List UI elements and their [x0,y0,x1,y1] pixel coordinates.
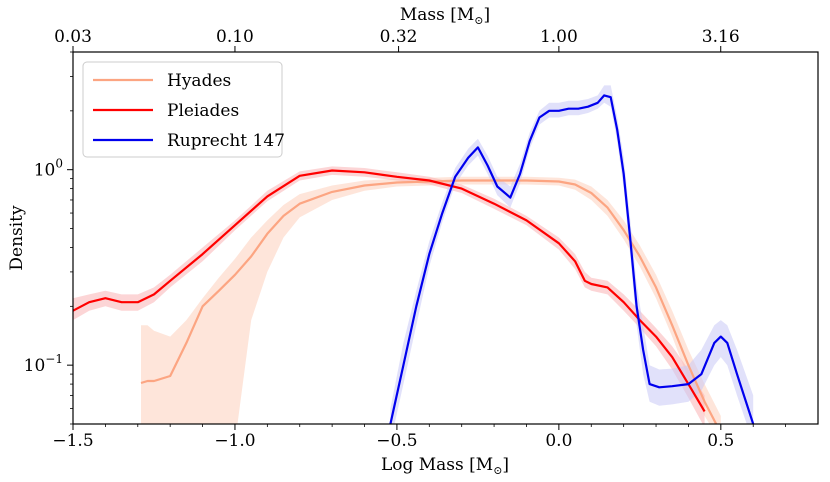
series-band-0 [141,176,721,424]
series-line-0 [140,179,718,424]
x-tick-label-4: 0.5 [707,431,734,451]
series-line-2 [389,94,755,424]
legend: Hyades Pleiades Ruprecht 147 [82,61,285,158]
x2-tick-label-0: 0.03 [54,27,92,47]
x-axis-top: 0.03 0.10 0.32 1.00 3.16 [54,27,740,52]
x-tick-label-1: −1.0 [214,431,255,451]
x-tick-label-2: −0.5 [376,431,417,451]
y-tick-label-0: 10−1 [24,352,63,376]
legend-box [82,61,283,158]
legend-label-1: Pleiades [167,101,239,121]
series-band-1 [73,166,705,424]
x-tick-label-3: 0.0 [545,431,572,451]
plot-frame [72,51,819,425]
series-lines [73,94,755,424]
x-axis-label: Log Mass [M⊙] [381,455,509,477]
y-axis: 10−1 100 [24,51,73,425]
x2-tick-label-2: 0.32 [380,27,418,47]
x2-tick-label-3: 1.00 [540,27,578,47]
uncertainty-bands [73,85,754,424]
x-tick-label-0: −1.5 [52,431,93,451]
legend-label-0: Hyades [167,71,231,91]
x-axis-bottom: −1.5 −1.0 −0.5 0.0 0.5 [52,424,787,451]
series-line-1 [73,169,706,412]
y-tick-label-1: 100 [34,157,63,181]
y-axis-label: Density [7,205,27,271]
x2-axis-label: Mass [M⊙] [400,5,490,27]
legend-label-2: Ruprecht 147 [167,131,285,151]
x2-tick-label-4: 3.16 [702,27,740,47]
x2-tick-label-1: 0.10 [216,27,254,47]
